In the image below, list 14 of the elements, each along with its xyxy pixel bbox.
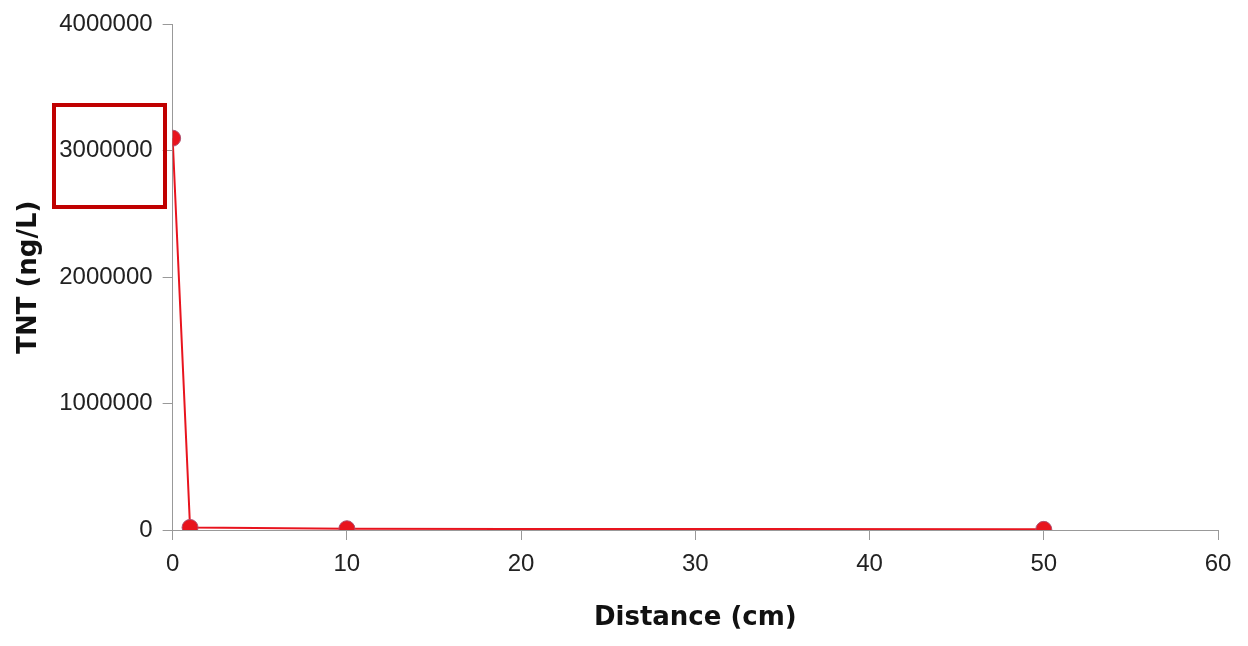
x-tick-label: 30	[681, 549, 709, 577]
x-tick-label: 20	[507, 549, 535, 577]
x-tick-label: 0	[165, 549, 180, 577]
x-tick-label: 50	[1030, 549, 1058, 577]
x-axis-title: Distance (cm)	[593, 601, 797, 632]
x-tick-label: 60	[1204, 549, 1232, 577]
y-tick-label: 0	[139, 514, 153, 542]
x-tick-label: 10	[333, 549, 361, 577]
y-tick-label: 3000000	[59, 135, 153, 163]
y-tick-label: 2000000	[59, 261, 153, 289]
y-tick-label: 4000000	[59, 9, 153, 37]
x-tick-label: 40	[856, 549, 883, 577]
y-axis-title: TNT (ng/L)	[12, 200, 43, 354]
y-tick-label: 1000000	[59, 388, 153, 416]
